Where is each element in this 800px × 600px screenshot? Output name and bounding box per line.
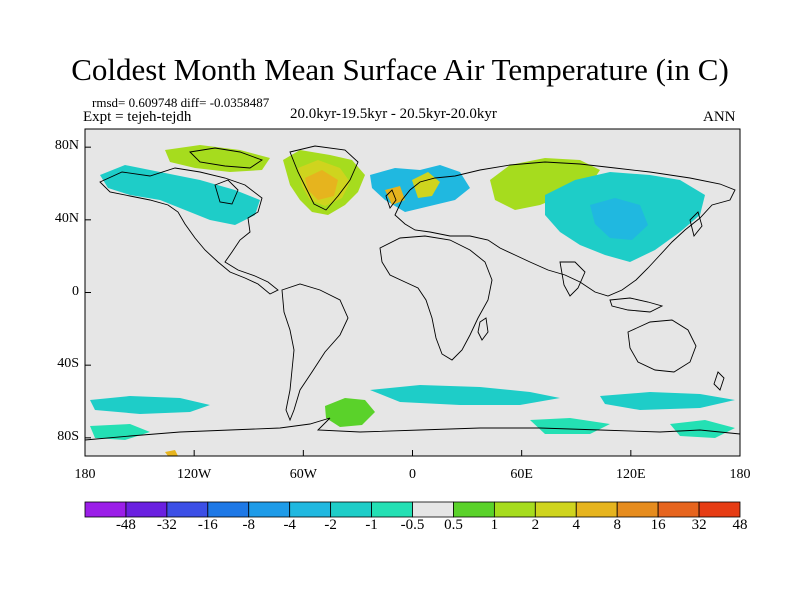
fill-antarctic-hot-spot: [165, 450, 178, 456]
fill-southern-ocean-band-1: [90, 396, 210, 414]
colorbar-label: -8: [242, 517, 256, 533]
colorbar-swatch: [207, 501, 250, 518]
colorbar-label: -2: [324, 517, 337, 533]
lat-label: 40N: [54, 210, 79, 226]
lon-label: 120E: [616, 467, 646, 482]
lon-label: 180: [729, 467, 751, 482]
colorbar-swatch: [84, 501, 127, 518]
colorbar-label: 0.5: [444, 517, 463, 533]
colorbar: [84, 501, 741, 518]
colorbar-label: 1: [490, 517, 499, 533]
colorbar-swatch: [330, 501, 372, 518]
fill-southern-ocean-band-3: [600, 392, 735, 410]
colorbar-swatch: [289, 501, 332, 518]
colorbar-swatch: [248, 501, 291, 518]
coast-uk: [385, 189, 397, 209]
colorbar-label: -0.5: [400, 517, 425, 533]
period-line: 20.0kyr-19.5kyr - 20.5kyr-20.0kyr: [290, 106, 497, 122]
colorbar-label: 2: [531, 517, 540, 533]
lon-label: 180: [74, 467, 96, 482]
colorbar-swatch: [166, 501, 209, 518]
fill-asia-cooler: [590, 198, 648, 240]
lon-label: 60E: [510, 467, 533, 482]
coast-africa: [379, 235, 493, 361]
lon-label: 0: [409, 467, 416, 482]
season-label: ANN: [703, 109, 736, 125]
colorbar-swatch: [534, 501, 577, 518]
fill-antarctic-coast-cool-3: [670, 420, 735, 438]
coast-hudson-bay: [214, 179, 239, 205]
fill-namerica-cool: [100, 165, 260, 225]
lon-label: 120W: [177, 467, 212, 482]
axis-ticks: [84, 146, 741, 456]
coast-new-zealand: [713, 371, 725, 391]
fill-greenland-core: [305, 170, 338, 200]
colorbar-label: -48: [115, 517, 136, 533]
coast-north-america: [99, 167, 279, 295]
colorbar-label: 4: [572, 517, 581, 533]
figure-title: Coldest Month Mean Surface Air Temperatu…: [71, 52, 729, 87]
colorbar-swatch: [125, 501, 168, 518]
colorbar-swatch: [575, 501, 618, 518]
colorbar-label: -32: [156, 517, 177, 533]
colorbar-swatch: [371, 501, 413, 518]
colorbar-label: -4: [283, 517, 296, 533]
coast-antarctica: [84, 417, 741, 441]
lat-label: 80N: [54, 138, 79, 154]
coast-india: [559, 261, 586, 297]
stats-line: rmsd= 0.609748 diff= -0.0358487: [92, 95, 270, 110]
colorbar-swatch: [412, 501, 454, 518]
colorbar-swatch: [657, 501, 700, 518]
colorbar-label: -16: [197, 517, 218, 533]
colorbar-swatch: [616, 501, 659, 518]
colorbar-swatch: [493, 501, 536, 518]
colorbar-label: 32: [691, 517, 707, 533]
coast-greenland: [289, 145, 359, 211]
fill-southern-ocean-band-2: [370, 385, 560, 405]
colorbar-swatch: [453, 501, 495, 518]
colorbar-label: 16: [650, 517, 666, 533]
lat-label: 40S: [57, 356, 79, 372]
lat-label: 0: [72, 283, 79, 299]
lat-label: 80S: [57, 428, 79, 444]
colorbar-label: 48: [732, 517, 748, 533]
coast-madagascar: [477, 317, 489, 341]
colorbar-label: 8: [613, 517, 621, 533]
fill-siberia-warm: [490, 158, 600, 210]
fill-europe-warm: [385, 186, 405, 205]
coast-eurasia: [394, 161, 736, 297]
coast-australia: [627, 319, 697, 373]
coast-indonesia: [609, 297, 664, 313]
experiment-line: Expt = tejeh-tejdh: [83, 109, 192, 125]
colorbar-label: -1: [365, 517, 378, 533]
map-plot-area: [84, 128, 741, 457]
colorbar-swatch: [698, 501, 741, 518]
coast-arctic-islands: [189, 147, 263, 169]
coast-japan: [689, 211, 703, 237]
fill-antarctic-warm: [325, 398, 375, 427]
lon-label: 60W: [289, 467, 317, 482]
coast-south-america: [281, 283, 349, 422]
coastlines: [84, 145, 741, 441]
